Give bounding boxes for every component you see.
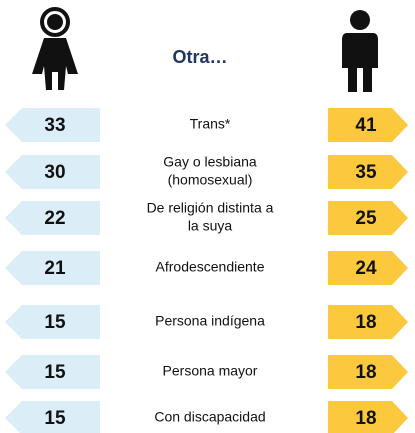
women-arrow: [5, 108, 100, 142]
men-value: 18: [355, 362, 376, 383]
men-value: 25: [355, 208, 377, 229]
women-arrow: [5, 305, 100, 339]
men-arrow: [328, 201, 408, 235]
men-value: 18: [355, 312, 376, 333]
men-arrow: [328, 251, 408, 285]
women-value: 15: [44, 408, 66, 429]
title: Otra…: [172, 47, 227, 67]
men-arrow: [328, 401, 408, 433]
men-value: 35: [355, 162, 377, 183]
woman-icon: [32, 7, 78, 90]
women-value: 15: [44, 312, 66, 333]
women-value: 15: [44, 362, 66, 383]
men-value: 24: [355, 258, 377, 279]
women-value: 30: [44, 162, 65, 183]
women-arrow: [5, 155, 100, 189]
row-label: Con discapacidad: [154, 409, 265, 425]
women-value: 33: [44, 115, 65, 136]
men-arrow: [328, 305, 408, 339]
row-label: la suya: [188, 218, 233, 234]
row-label: De religión distinta a: [147, 200, 274, 216]
men-arrow: [328, 155, 408, 189]
women-arrow: [5, 201, 100, 235]
row-label: Gay o lesbiana: [163, 154, 257, 170]
women-value: 22: [44, 208, 65, 229]
row-label: Afrodescendiente: [156, 259, 265, 275]
row-label: Persona indígena: [155, 313, 265, 329]
women-arrow: [5, 251, 100, 285]
man-icon: [342, 10, 378, 92]
men-value: 41: [355, 115, 377, 136]
row-label: (homosexual): [168, 172, 253, 188]
men-value: 18: [355, 408, 376, 429]
row-label: Persona mayor: [163, 363, 258, 379]
row-label: Trans*: [190, 116, 231, 132]
men-arrow: [328, 108, 408, 142]
men-arrow: [328, 355, 408, 389]
women-value: 21: [44, 258, 66, 279]
women-arrow: [5, 401, 100, 433]
women-arrow: [5, 355, 100, 389]
